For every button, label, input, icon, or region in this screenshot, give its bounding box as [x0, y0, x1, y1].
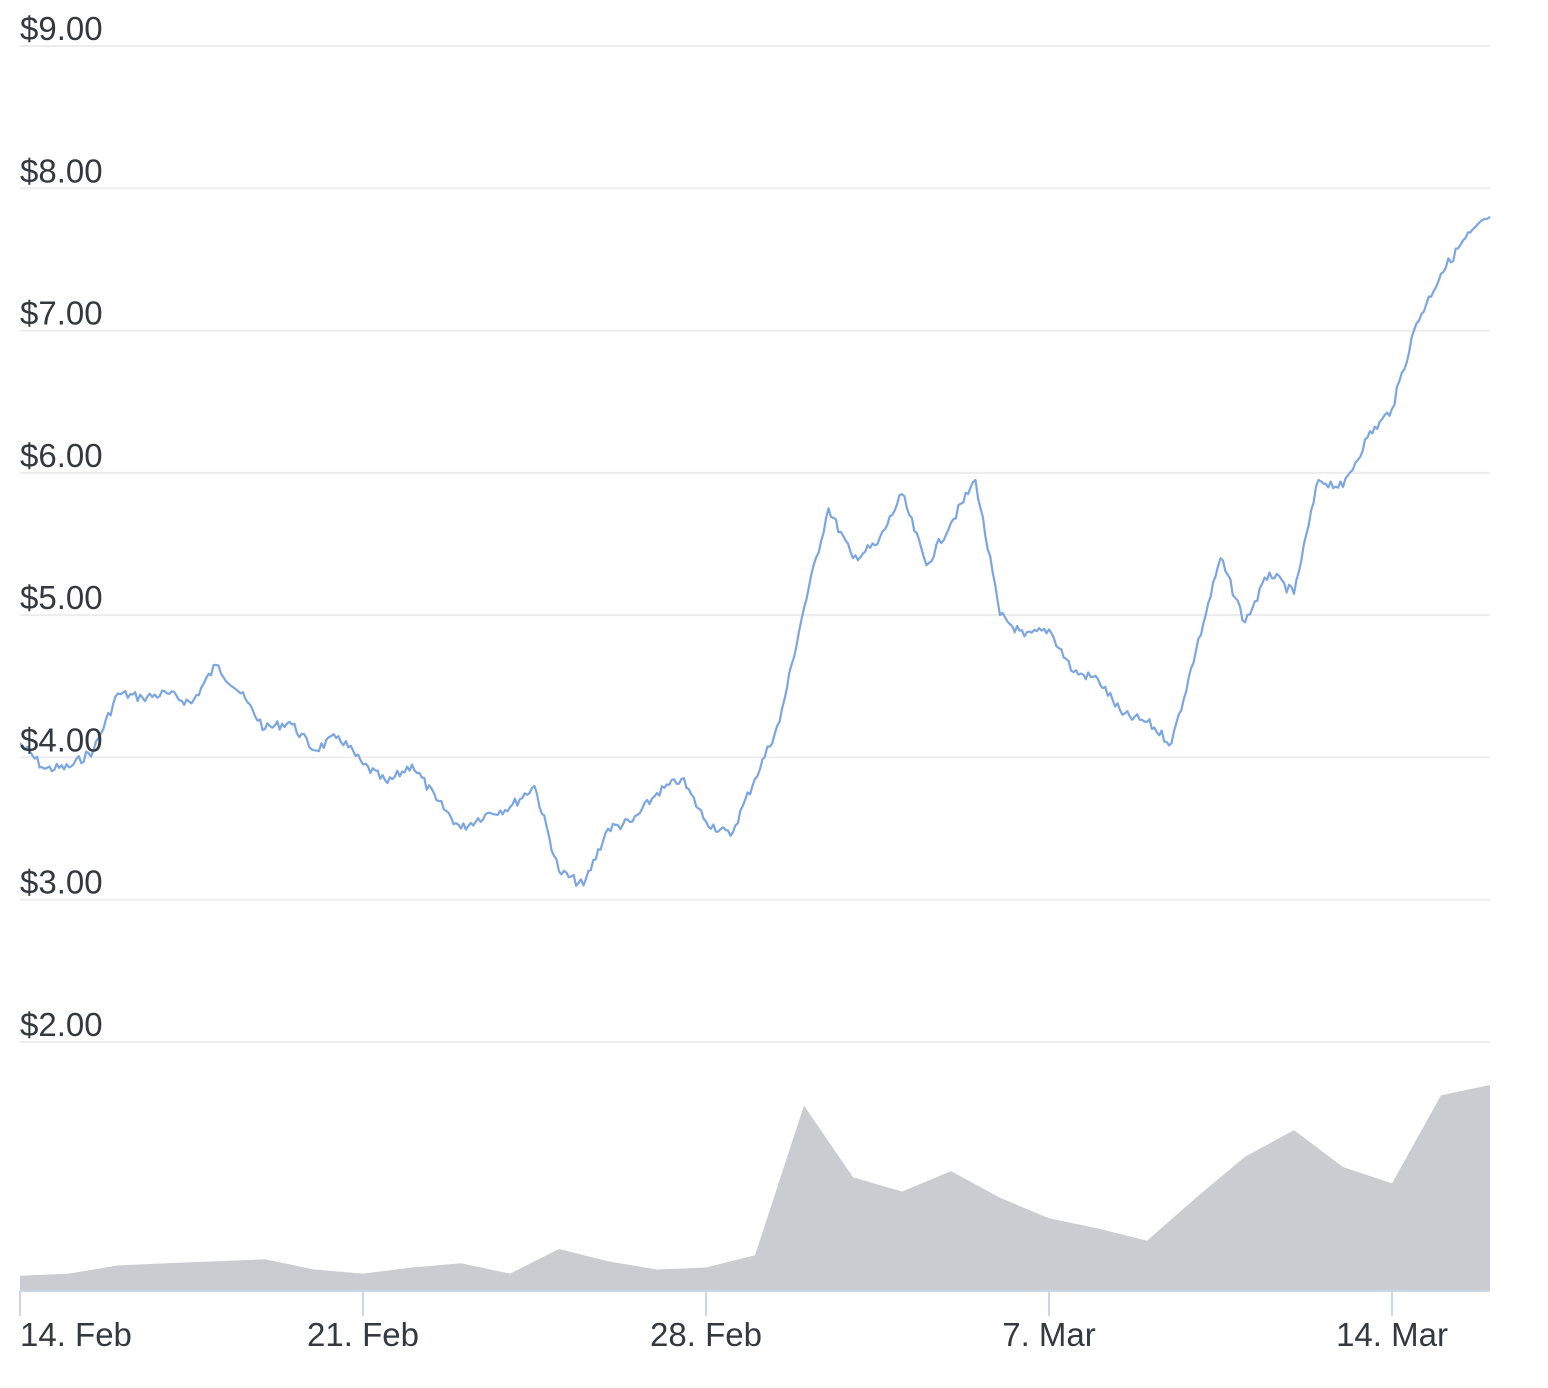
price-line: [19, 215, 1491, 887]
volume-bars: [20, 1085, 1490, 1290]
y-tick-label: $3.00: [20, 864, 103, 901]
y-axis-labels: $9.00 $8.00 $7.00 $6.00 $5.00 $4.00 $3.00 $2.00: [20, 10, 103, 1043]
y-tick-label: $7.00: [20, 295, 103, 332]
x-tick-label: 21. Feb: [307, 1316, 419, 1353]
y-tick-label: $2.00: [20, 1006, 103, 1043]
y-tick-label: $8.00: [20, 152, 103, 189]
x-axis-labels: 14. Feb 21. Feb 28. Feb 7. Mar 14. Mar: [20, 1316, 1448, 1353]
x-tick-label: 14. Mar: [1336, 1316, 1448, 1353]
grid-lines: [20, 45, 1490, 1043]
y-tick-label: $5.00: [20, 579, 103, 616]
y-tick-label: $4.00: [20, 721, 103, 758]
price-series: [19, 215, 1491, 887]
y-tick-label: $9.00: [20, 10, 103, 47]
x-axis-ticks: [19, 1291, 1393, 1316]
x-tick-label: 7. Mar: [1002, 1316, 1096, 1353]
y-tick-label: $6.00: [20, 437, 103, 474]
volume-area: [20, 1085, 1490, 1290]
x-tick-label: 28. Feb: [650, 1316, 762, 1353]
x-tick-label: 14. Feb: [20, 1316, 132, 1353]
